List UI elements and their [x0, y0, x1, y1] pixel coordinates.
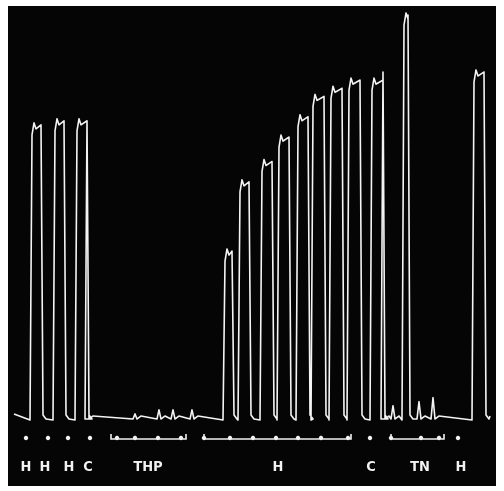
response-chart: H H H C THP H C TN H	[13, 12, 491, 475]
stimulus-dot	[65, 435, 71, 441]
stimulus-dot	[45, 435, 51, 441]
stimulus-label: THP	[133, 460, 162, 475]
response-trace	[13, 12, 491, 421]
stimulus-period-bar	[110, 434, 187, 440]
stimulus-label: C	[366, 460, 376, 475]
stimulus-dot	[455, 435, 461, 441]
stimulus-period-bar	[203, 434, 352, 440]
stimulus-label: H	[273, 460, 284, 475]
stimulus-dot	[87, 435, 93, 441]
stimulus-label: C	[83, 460, 93, 475]
stimulus-label: H	[40, 460, 51, 475]
stimulus-period-bar	[390, 434, 445, 440]
stimulus-label: H	[64, 460, 75, 475]
stimulus-labels: H H H C THP H C TN H	[21, 460, 467, 475]
stimulus-marks	[23, 434, 461, 441]
stimulus-label: H	[21, 460, 32, 475]
stimulus-label: TN	[410, 460, 430, 475]
stimulus-label: H	[456, 460, 467, 475]
stimulus-dot	[23, 435, 29, 441]
stimulus-dot	[367, 435, 373, 441]
oscilloscope-frame: H H H C THP H C TN H	[8, 6, 496, 486]
